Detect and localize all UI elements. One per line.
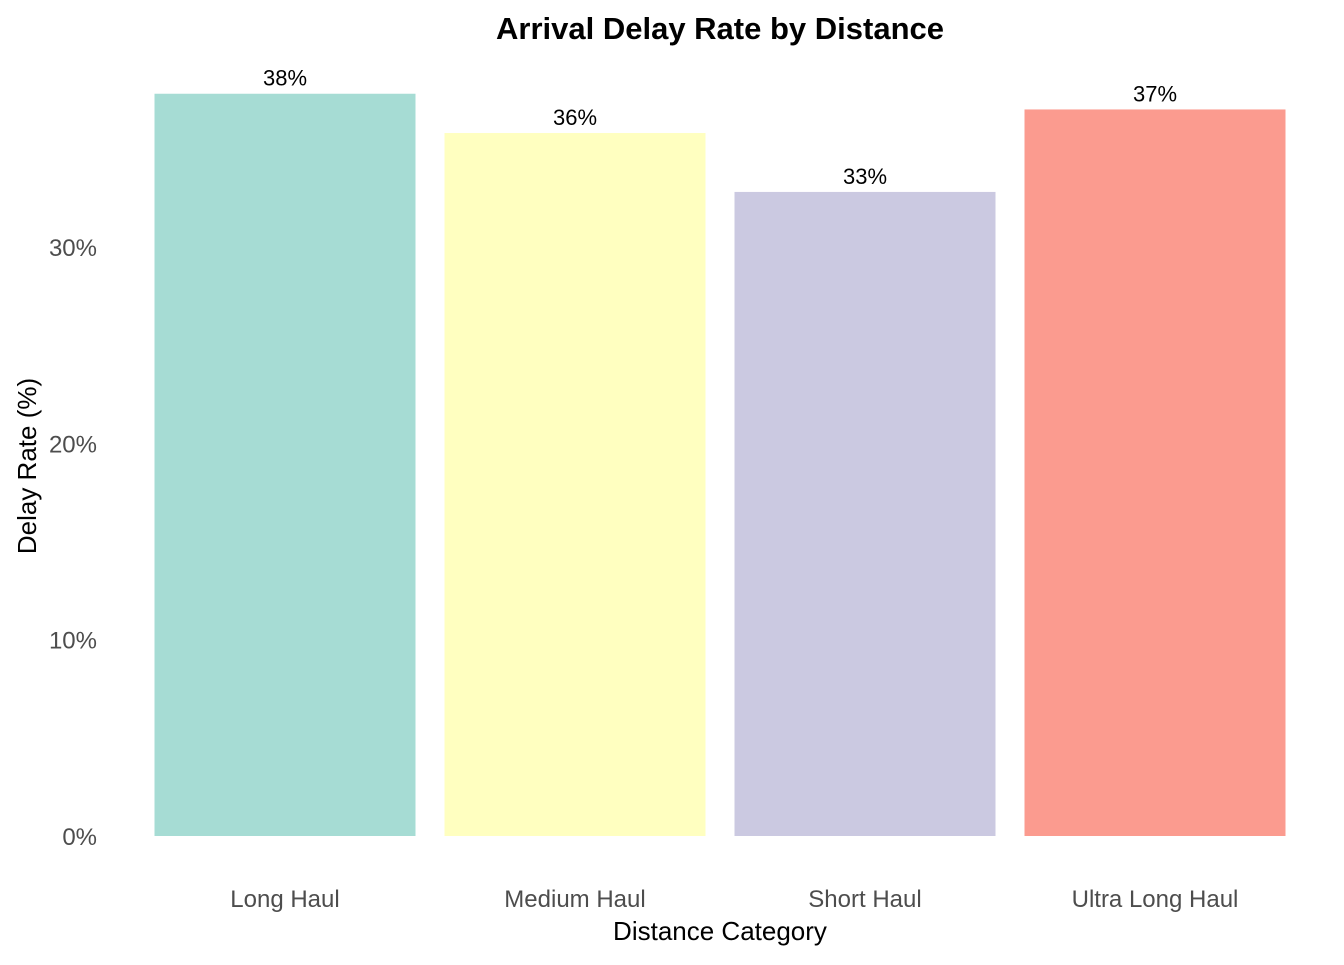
x-axis-title: Distance Category xyxy=(613,916,827,946)
x-tick-label-long-haul: Long Haul xyxy=(230,886,339,913)
data-label-medium-haul: 36% xyxy=(553,105,597,130)
x-axis-ticks: Long Haul Medium Haul Short Haul Ultra Long… xyxy=(230,886,1238,913)
y-tick-label-30: 30% xyxy=(49,235,97,262)
x-tick-label-short-haul: Short Haul xyxy=(808,886,921,913)
bar-long-haul xyxy=(154,93,416,836)
data-label-ultra-long-haul: 37% xyxy=(1133,81,1177,106)
chart-title: Arrival Delay Rate by Distance xyxy=(496,11,944,46)
y-tick-label-20: 20% xyxy=(49,431,97,458)
bar-short-haul xyxy=(734,191,996,837)
x-tick-label-ultra-long-haul: Ultra Long Haul xyxy=(1072,886,1239,913)
y-axis-ticks: 0% 10% 20% 30% xyxy=(49,235,97,851)
bar-medium-haul xyxy=(444,133,706,836)
bars-group xyxy=(154,93,1286,837)
data-label-short-haul: 33% xyxy=(843,164,887,189)
y-tick-label-0: 0% xyxy=(62,824,97,851)
y-tick-label-10: 10% xyxy=(49,628,97,655)
x-tick-label-medium-haul: Medium Haul xyxy=(504,886,645,913)
bar-ultra-long-haul xyxy=(1024,109,1286,837)
y-axis-title: Delay Rate (%) xyxy=(12,378,42,554)
data-labels-group: 38% 36% 33% 37% xyxy=(263,66,1177,189)
data-label-long-haul: 38% xyxy=(263,66,307,91)
